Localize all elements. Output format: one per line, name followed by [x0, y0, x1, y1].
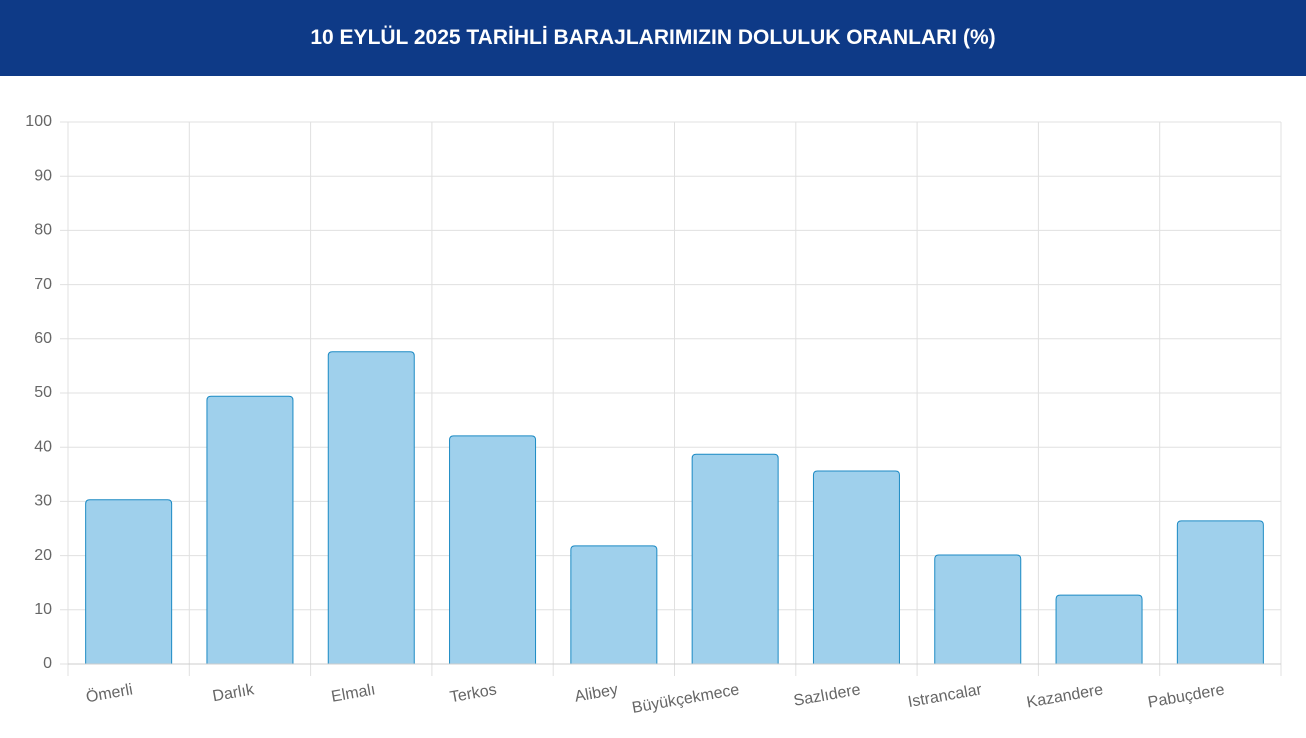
- bar: [85, 499, 173, 664]
- bar: [570, 545, 658, 664]
- header: 10 EYLÜL 2025 TARİHLİ BARAJLARIMIZIN DOL…: [0, 0, 1306, 76]
- x-tick-label: Sazlıdere: [792, 681, 862, 710]
- y-tick-label: 30: [34, 493, 52, 510]
- y-tick-label: 90: [34, 167, 52, 184]
- y-tick-label: 10: [34, 601, 52, 618]
- x-tick-label: Ömerli: [85, 680, 135, 706]
- bar: [206, 395, 294, 664]
- y-tick-label: 100: [25, 113, 52, 130]
- y-tick-label: 0: [43, 655, 52, 672]
- x-tick-label: Pabuçdere: [1147, 681, 1226, 711]
- y-tick-label: 40: [34, 438, 52, 455]
- x-tick-label: Kazandere: [1025, 681, 1104, 711]
- bar: [934, 554, 1022, 664]
- bar: [1055, 594, 1143, 664]
- y-tick-label: 20: [34, 547, 52, 564]
- bar: [449, 435, 537, 664]
- x-tick-label: Terkos: [449, 681, 498, 706]
- x-tick-label: Istrancalar: [907, 681, 984, 711]
- chart-title: 10 EYLÜL 2025 TARİHLİ BARAJLARIMIZIN DOL…: [310, 26, 996, 49]
- y-tick-label: 70: [34, 276, 52, 293]
- y-tick-label: 60: [34, 330, 52, 347]
- y-tick-label: 80: [34, 222, 52, 239]
- bar: [691, 453, 779, 664]
- x-tick-label: Büyükçekmece: [631, 681, 741, 717]
- bar: [1176, 520, 1264, 664]
- y-tick-label: 50: [34, 384, 52, 401]
- bar: [812, 470, 900, 664]
- x-tick-label: Alibey: [573, 681, 619, 705]
- bar: [327, 351, 415, 664]
- x-tick-label: Darlık: [211, 681, 256, 705]
- x-tick-label: Elmalı: [330, 681, 377, 705]
